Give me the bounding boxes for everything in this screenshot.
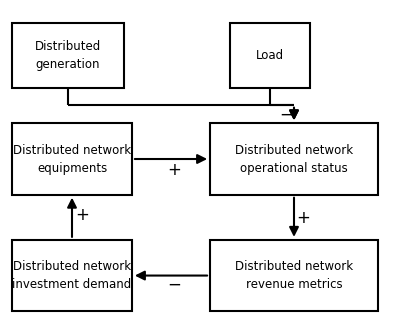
Text: −: − <box>167 276 181 294</box>
Bar <box>12 240 132 311</box>
Text: Distributed network
operational status: Distributed network operational status <box>235 144 353 174</box>
Text: Distributed network
revenue metrics: Distributed network revenue metrics <box>235 260 353 291</box>
Text: +: + <box>75 206 89 224</box>
Text: Load: Load <box>256 49 284 62</box>
Text: Distributed network
investment demand: Distributed network investment demand <box>12 260 132 291</box>
Bar <box>210 123 378 195</box>
Text: +: + <box>167 161 181 179</box>
Text: Distributed network
equipments: Distributed network equipments <box>13 144 131 174</box>
Text: Distributed
generation: Distributed generation <box>35 40 101 71</box>
Text: −: − <box>279 106 293 124</box>
Text: +: + <box>296 209 310 227</box>
Bar <box>230 23 310 88</box>
Bar <box>210 240 378 311</box>
Bar <box>12 123 132 195</box>
Bar <box>12 23 124 88</box>
